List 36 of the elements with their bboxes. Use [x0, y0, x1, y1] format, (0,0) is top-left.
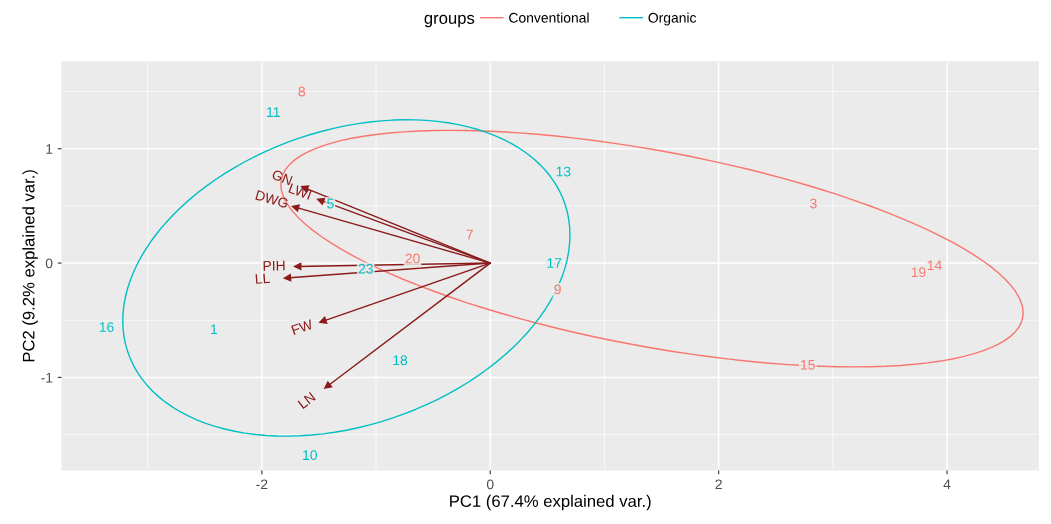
annotation: 15: [801, 360, 815, 370]
annotation: 5: [327, 198, 334, 209]
text: DWG: [255, 190, 289, 209]
text: LWI: [288, 183, 312, 200]
annotation: 10: [303, 450, 317, 461]
text: LN: [297, 391, 316, 409]
y-tick-label: 0: [45, 258, 53, 269]
annotation: 7: [466, 229, 473, 240]
x-tick-label: 4: [943, 479, 951, 490]
annotation: 13: [556, 166, 571, 177]
series-label: PIH: [263, 260, 285, 271]
text: GN: [271, 169, 293, 186]
annotation: 20: [405, 253, 420, 264]
legend-label: Organic: [648, 12, 697, 26]
annotation: 17: [547, 258, 562, 268]
annotation: 23: [358, 263, 373, 274]
annotation: 19: [911, 267, 926, 278]
y-axis-title: PC2 (9.2% explained var.): [22, 170, 38, 362]
y-tick-label: -1: [41, 372, 53, 383]
series-label: LL: [255, 273, 271, 284]
x-axis-title: PC1 (67.4% explained var.): [450, 494, 651, 511]
x-tick-label: 2: [715, 479, 722, 490]
annotation: 9: [554, 284, 561, 295]
legend-title: groups: [424, 14, 475, 28]
x-tick-label: -2: [256, 479, 268, 490]
legend-label: Conventional: [509, 12, 589, 23]
annotation: 16: [99, 322, 114, 332]
annotation: 3: [810, 198, 817, 209]
x-tick-label: 0: [486, 479, 494, 490]
annotation: 18: [393, 355, 408, 366]
annotation: 14: [927, 260, 942, 271]
text: FW: [291, 319, 314, 335]
y-tick-label: 1: [46, 144, 53, 154]
annotation: 11: [267, 107, 280, 117]
annotation: 1: [211, 324, 218, 335]
annotation: 8: [298, 86, 306, 97]
